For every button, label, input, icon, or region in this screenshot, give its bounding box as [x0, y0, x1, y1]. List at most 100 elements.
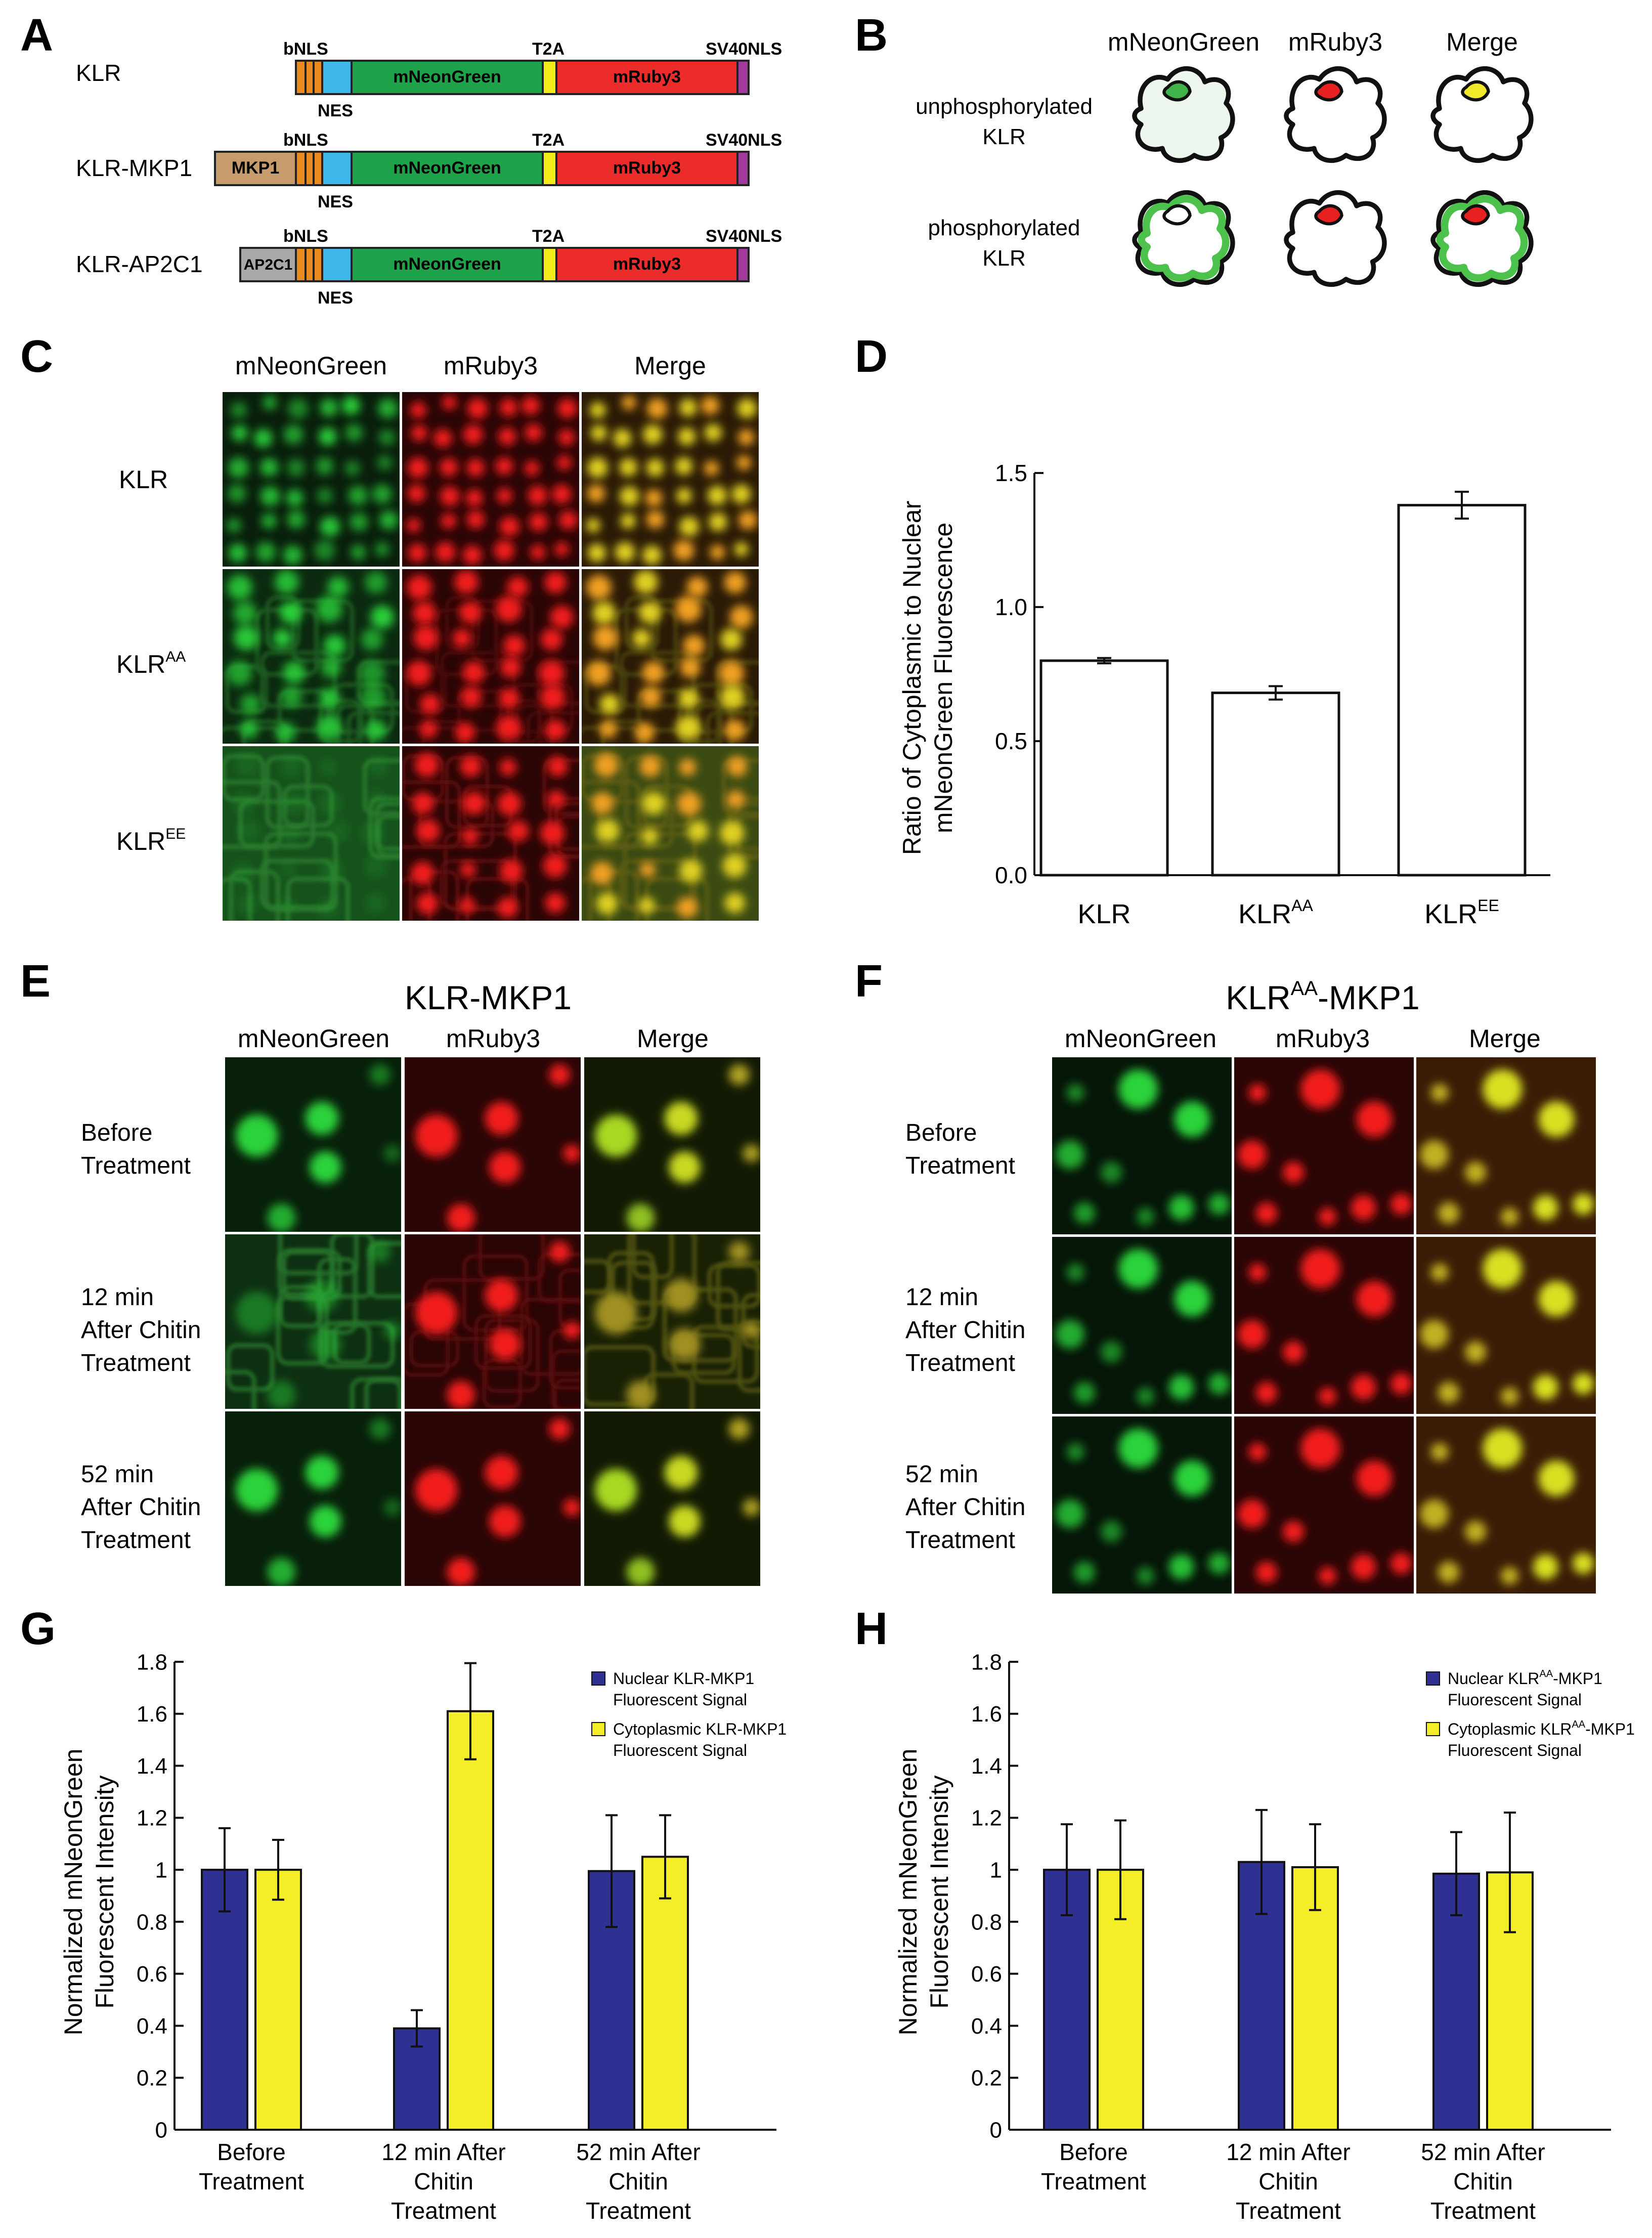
y-tick-label: 0.4	[971, 2014, 1002, 2039]
row-label-12-min: 12 min After Chitin Treatment	[905, 1284, 1025, 1376]
bnls-segment	[295, 151, 323, 186]
panel-g-bar-chart: Normalized mNeonGreen Fluorescent Intens…	[59, 1650, 787, 2224]
micrograph-image	[1416, 1237, 1596, 1414]
bar	[254, 1869, 302, 2131]
panel-label-e: E	[20, 956, 51, 1007]
y-tick-label: 0	[990, 2118, 1002, 2142]
micrograph-image	[405, 1057, 581, 1232]
mkp1-segment	[214, 151, 297, 186]
micrograph-image	[584, 1411, 760, 1586]
mneongreen-segment-label: mNeonGreen	[393, 67, 501, 87]
nes-label: NES	[318, 101, 353, 120]
y-tick-label: 1.8	[137, 1650, 167, 1674]
y-tick-label: 0.0	[995, 862, 1027, 888]
ap2c1-segment	[239, 247, 297, 282]
micrograph-image	[584, 1234, 760, 1409]
x-tick-label: 52 min After Chitin Treatment	[576, 2139, 700, 2224]
bar	[1432, 1872, 1480, 2131]
row-label-klr-ee: KLREE	[116, 826, 186, 855]
y-tick-label: 1.2	[137, 1806, 167, 1831]
legend-entry: Nuclear KLR-MKP1	[613, 1669, 754, 1688]
y-axis-label-line1: Normalized mNeonGreen	[894, 1749, 922, 2036]
micrograph-image	[225, 1411, 401, 1586]
row-label-12-min: 12 min After Chitin Treatment	[81, 1284, 201, 1376]
sv40nls-segment	[736, 247, 750, 282]
y-tick-label: 1	[990, 1858, 1002, 1883]
column-header-merge: Merge	[637, 1024, 709, 1053]
y-tick-label: 0.5	[995, 728, 1027, 754]
panel-label-a: A	[20, 10, 53, 61]
bnls-segment	[295, 60, 323, 95]
micrograph-image	[582, 392, 759, 567]
row-label-before: Before Treatment	[81, 1120, 191, 1179]
micrograph-image	[405, 1411, 581, 1586]
legend-entry-line2: Fluorescent Signal	[613, 1691, 747, 1709]
column-header-mneongreen: mNeonGreen	[235, 352, 387, 380]
construct-name-klr-ap2c1: KLR-AP2C1	[76, 251, 203, 277]
y-tick-label: 1.0	[995, 594, 1027, 620]
panel-label-g: G	[20, 1604, 56, 1654]
nes-label: NES	[318, 288, 353, 308]
t2a-label: T2A	[532, 131, 564, 150]
micrograph-image	[402, 392, 579, 567]
column-header-merge: Merge	[1469, 1024, 1541, 1053]
y-axis-label-line2: mNeonGreen Fluorescence	[929, 523, 958, 833]
micrograph-image	[1416, 1416, 1596, 1594]
nes-label: NES	[318, 192, 353, 211]
schematic-cell	[1284, 190, 1387, 287]
x-tick-label: KLRAA	[1238, 896, 1313, 929]
panel-label-b: B	[855, 10, 888, 61]
y-tick-label: 1.6	[137, 1702, 167, 1727]
panel-e-micrographs: KLR-MKP1 mNeonGreen mRuby3 Merge Before T…	[81, 979, 760, 1586]
panel-label-d: D	[855, 331, 888, 382]
bar	[447, 1710, 494, 2131]
y-tick-label: 1.2	[971, 1806, 1002, 1831]
micrograph-image	[582, 746, 759, 921]
schematic-cell	[1430, 190, 1534, 287]
legend-entry-line2: Fluorescent Signal	[1448, 1691, 1582, 1709]
panel-f-title: KLRAA-MKP1	[1226, 977, 1419, 1016]
panel-label-h: H	[855, 1604, 888, 1654]
row-label-before: Before Treatment	[905, 1120, 1015, 1179]
micrograph-image	[1052, 1057, 1232, 1234]
panel-f-micrographs: KLRAA-MKP1 mNeonGreen mRuby3 Merge Befor…	[905, 977, 1596, 1594]
y-tick-label: 0.6	[137, 1962, 167, 1987]
column-header-mneongreen: mNeonGreen	[238, 1024, 389, 1053]
micrograph-image	[225, 1057, 401, 1232]
legend-entry-line2: Fluorescent Signal	[1448, 1741, 1582, 1759]
micrograph-image	[223, 746, 400, 921]
legend-entry-line2: Fluorescent Signal	[613, 1741, 747, 1759]
panel-c-micrographs: mNeonGreen mRuby3 Merge KLR KLRAA KLREE	[116, 352, 759, 921]
y-axis-label-line1: Ratio of Cytoplasmic to Nuclear	[898, 501, 926, 855]
panel-label-c: C	[20, 331, 53, 382]
panel-a-construct-diagrams: KLR bNLS T2A SV40NLS mNeonGreen mRuby3 N…	[76, 39, 782, 308]
x-tick-label: Before Treatment	[1041, 2139, 1146, 2194]
column-header-mruby3: mRuby3	[446, 1024, 540, 1053]
row-label-klr: KLR	[982, 246, 1026, 271]
panel-e-title: KLR-MKP1	[405, 979, 572, 1016]
row-label-klr: KLR	[982, 124, 1026, 149]
mruby3-segment	[555, 247, 738, 282]
legend-swatch	[591, 1722, 605, 1736]
column-header-merge: Merge	[1446, 28, 1518, 56]
column-header-mneongreen: mNeonGreen	[1108, 28, 1259, 56]
x-tick-label: Before Treatment	[199, 2139, 304, 2194]
micrograph-image	[584, 1057, 760, 1232]
micrograph-image	[223, 392, 400, 567]
panel-label-f: F	[855, 956, 883, 1007]
micrograph-image	[223, 569, 400, 744]
bar	[1397, 504, 1527, 877]
t2a-segment	[542, 247, 557, 282]
x-tick-label: 12 min After Chitin Treatment	[1226, 2139, 1350, 2224]
nes-segment	[321, 151, 353, 186]
micrograph-image	[405, 1234, 581, 1409]
column-header-merge: Merge	[634, 352, 706, 380]
y-tick-label: 1.8	[971, 1650, 1002, 1674]
nes-segment	[321, 60, 353, 95]
micrograph-image	[1234, 1416, 1414, 1594]
y-tick-label: 0.4	[137, 2014, 167, 2039]
y-axis-label-line2: Fluorescent Intensity	[91, 1775, 119, 2008]
y-tick-label: 1.5	[995, 460, 1027, 486]
y-tick-label: 0.8	[137, 1910, 167, 1934]
